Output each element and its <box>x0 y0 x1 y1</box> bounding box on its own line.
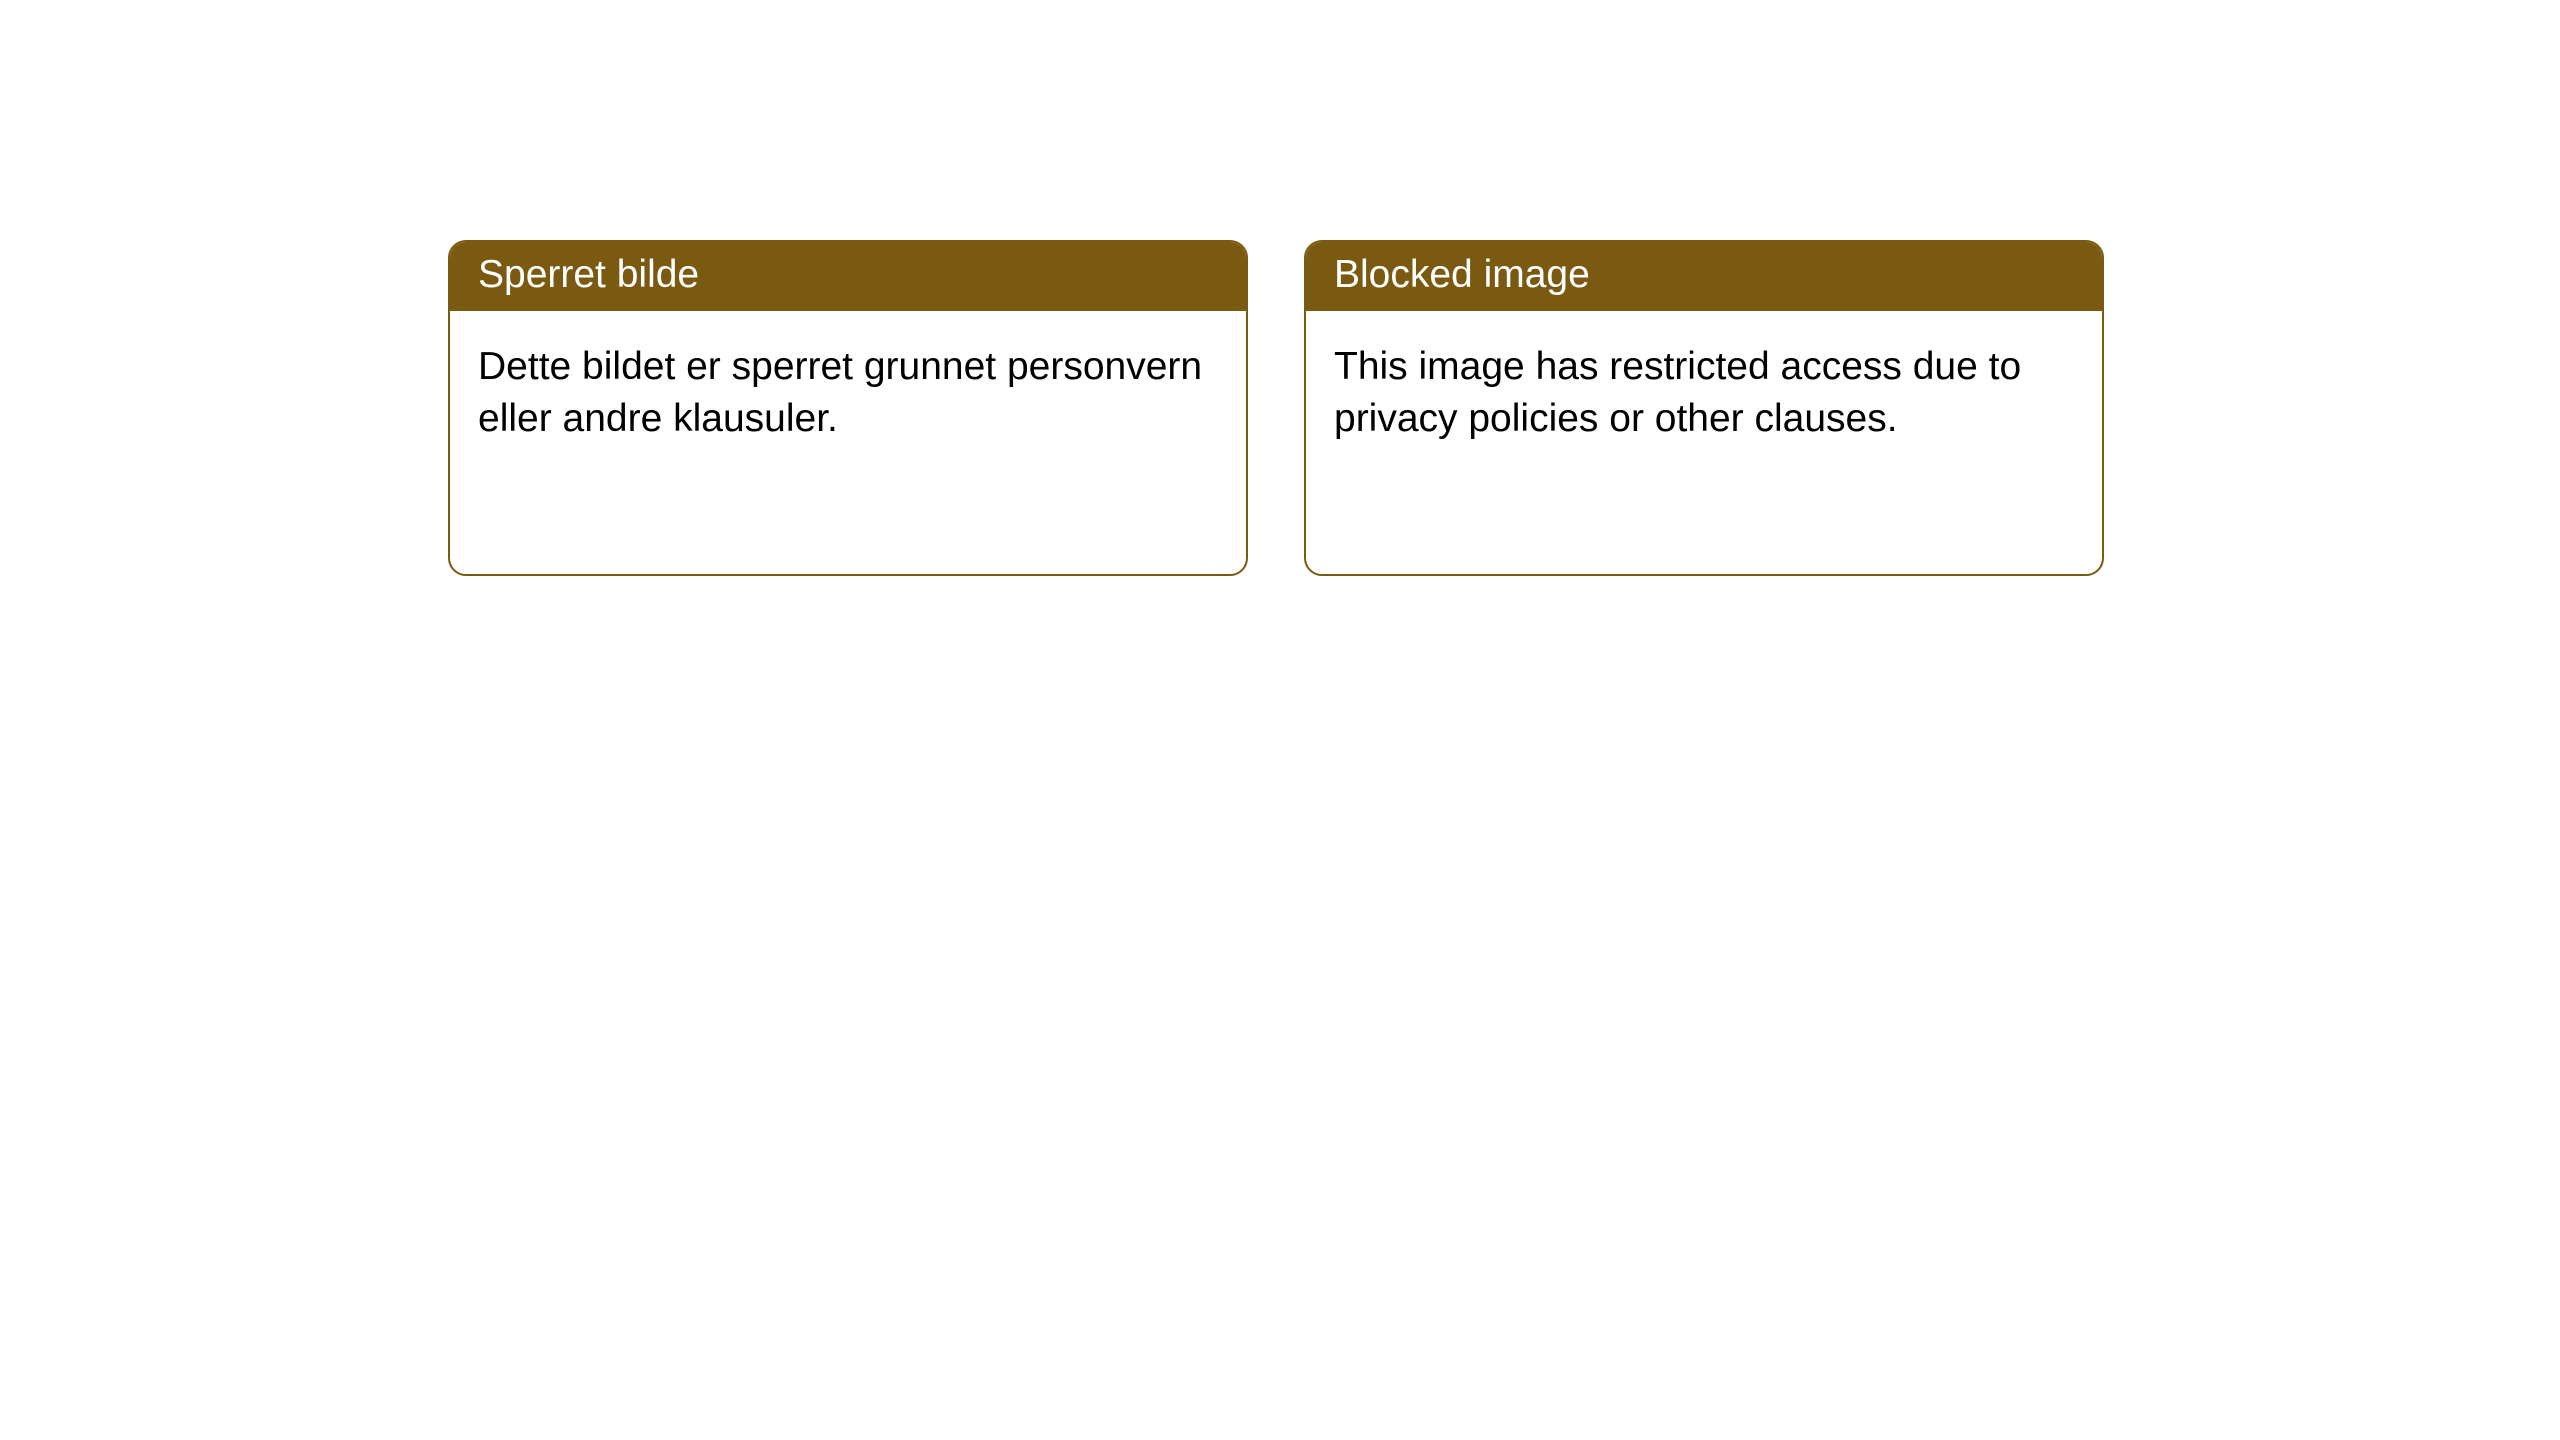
card-body: This image has restricted access due to … <box>1306 311 2102 476</box>
card-body: Dette bildet er sperret grunnet personve… <box>450 311 1246 476</box>
card-norwegian: Sperret bilde Dette bildet er sperret gr… <box>448 240 1248 576</box>
card-title: Sperret bilde <box>450 242 1246 311</box>
cards-container: Sperret bilde Dette bildet er sperret gr… <box>0 0 2560 576</box>
card-title: Blocked image <box>1306 242 2102 311</box>
card-english: Blocked image This image has restricted … <box>1304 240 2104 576</box>
